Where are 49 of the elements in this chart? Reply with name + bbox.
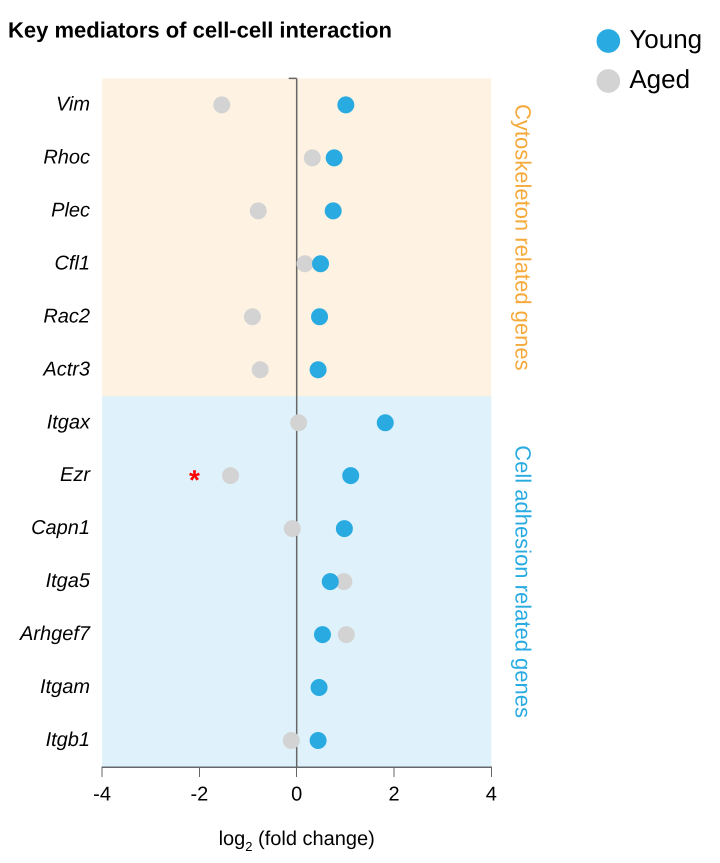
y-tick-label: Ezr [60,464,92,486]
y-tick-label: Itgax [46,411,92,434]
point [311,308,328,326]
point [222,467,240,484]
point [244,308,261,326]
x-tick-label: -2 [190,784,208,806]
point [342,467,360,484]
point [282,732,300,750]
x-tick-label: 0 [291,784,302,806]
point [310,361,327,378]
x-tick-label: 4 [486,784,497,806]
point [335,573,352,590]
y-tick-label: Arhgef7 [18,623,91,646]
point [310,679,328,696]
point [326,149,343,166]
y-tick-label: Itgb1 [46,729,90,752]
x-tick-label: -4 [93,784,111,806]
y-tick-label: Rac2 [43,305,90,328]
point [337,96,354,114]
point [322,573,339,590]
chart-title: Key mediators of cell-cell interaction [8,17,392,42]
point [284,520,301,538]
y-tick-label: Cfl1 [54,252,90,274]
y-tick-label: Itgam [40,676,90,698]
x-tick-label: 2 [388,784,400,806]
point [338,626,355,644]
point [304,149,321,166]
point [296,255,314,272]
legend-label: Young [629,24,702,54]
point [376,414,394,432]
y-tick-label: Itga5 [46,570,91,592]
point [250,202,267,220]
y-tick-label: Vim [56,93,90,116]
point [336,520,353,538]
y-tick-label: Plec [51,199,90,222]
annotation: * [189,464,200,496]
band-label: Cytoskeleton related genes [510,104,536,371]
point [213,96,230,114]
point [314,626,331,644]
point [290,414,308,432]
point [312,255,330,272]
point [252,361,269,378]
y-tick-label: Actr3 [42,358,90,380]
point [324,202,342,220]
y-tick-label: Rhoc [43,146,90,168]
y-tick-label: Capn1 [31,517,90,540]
point [310,732,327,750]
band-label: Cell adhesion related genes [510,445,536,718]
legend-label: Aged [629,64,690,94]
